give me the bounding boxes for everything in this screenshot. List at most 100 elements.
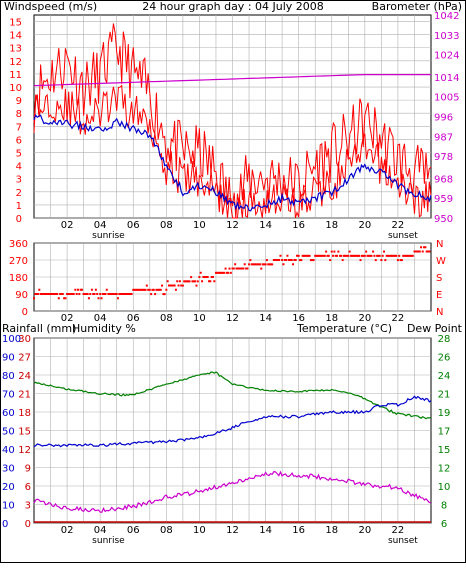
direction-point — [214, 271, 217, 274]
direction-point — [41, 293, 44, 295]
direction-point — [114, 293, 117, 295]
direction-point — [297, 254, 300, 257]
direction-point — [267, 263, 270, 266]
direction-point — [143, 288, 146, 291]
direction-point — [264, 263, 267, 266]
barometer-y-tick-label: 1005 — [434, 93, 459, 104]
direction-point — [66, 293, 69, 295]
direction-y-tick-label: 0 — [22, 307, 28, 318]
direction-point — [388, 254, 391, 257]
direction-point — [238, 267, 241, 270]
direction-point — [70, 293, 73, 295]
direction-point — [93, 293, 96, 295]
direction-point — [342, 254, 345, 257]
direction-point — [104, 293, 107, 295]
direction-point — [151, 288, 154, 291]
direction-point — [223, 271, 226, 274]
wind-panel-x-tick-label: 20 — [358, 220, 371, 231]
direction-point — [265, 259, 268, 262]
direction-point — [192, 280, 195, 283]
direction-point — [349, 254, 352, 257]
direction-point — [72, 293, 75, 295]
direction-point — [268, 263, 271, 266]
direction-point — [111, 293, 114, 295]
direction-point — [347, 254, 350, 257]
direction-point — [398, 254, 401, 257]
temperature-y-tick-label: 28 — [438, 334, 451, 345]
direction-point — [121, 293, 124, 295]
graph-title: 24 hour graph day : 04 July 2008 — [142, 0, 324, 13]
direction-point — [209, 280, 212, 283]
direction-point — [332, 254, 335, 257]
direction-point — [325, 250, 328, 253]
dew-point-label: Dew Point — [407, 322, 463, 335]
direction-point — [348, 250, 351, 253]
direction-point — [235, 267, 238, 270]
temperature-label: Temperature (°C) — [296, 322, 392, 335]
direction-point — [63, 297, 66, 300]
direction-point — [248, 263, 251, 266]
direction-point — [253, 263, 256, 266]
wind-y-tick-label: 15 — [9, 18, 22, 29]
direction-point — [166, 280, 169, 283]
dew-point-series-line — [33, 395, 432, 448]
direction-point — [326, 254, 329, 257]
temp-panel-x-tick-label: 16 — [292, 525, 305, 536]
direction-point — [286, 254, 289, 257]
direction-point — [103, 293, 106, 295]
direction-point — [46, 293, 49, 295]
direction-point — [162, 293, 165, 296]
wind-panel-x-tick-label: 08 — [160, 220, 173, 231]
humidity-y-tick-label: 30 — [2, 464, 15, 475]
direction-point — [257, 263, 260, 266]
wind-y-tick-label: 14 — [9, 31, 22, 42]
direction-point — [74, 288, 77, 291]
direction-point — [360, 254, 363, 257]
wind-panel-x-tick-label: 04 — [94, 220, 107, 231]
direction-point — [345, 254, 348, 257]
direction-point — [205, 276, 208, 278]
direction-point — [411, 254, 414, 257]
direction-point — [236, 267, 239, 270]
temp-panel-x-tick-label: 14 — [259, 525, 272, 536]
direction-point — [177, 284, 180, 287]
wind-barometer-panel: 0123456789101112131415950959968978987996… — [9, 11, 459, 241]
direction-point — [333, 250, 336, 253]
direction-point — [35, 293, 38, 295]
direction-point — [213, 280, 216, 283]
humidity-y-tick-label: 100 — [2, 334, 21, 345]
direction-point — [110, 293, 113, 295]
direction-point — [196, 280, 199, 283]
direction-point — [423, 246, 426, 249]
direction-point — [274, 259, 277, 261]
direction-point — [386, 254, 389, 257]
direction-point — [118, 293, 121, 295]
direction-point — [174, 288, 177, 291]
direction-y-tick-label: 270 — [9, 256, 28, 267]
temperature-series-line — [33, 371, 432, 420]
wind-y-tick-label: 2 — [16, 188, 22, 199]
direction-point — [39, 293, 42, 295]
barometer-y-tick-label: 968 — [434, 174, 453, 185]
temperature-y-tick-label: 10 — [438, 482, 451, 493]
direction-panel-x-tick-label: 04 — [94, 313, 107, 324]
humidity-y-tick-label: 90 — [2, 353, 15, 364]
wind-panel-x-tick-label: 14 — [259, 220, 272, 231]
humidity-y-tick-label: 10 — [2, 501, 15, 512]
wind-y-tick-label: 3 — [16, 175, 22, 186]
direction-point — [304, 254, 307, 257]
direction-point — [89, 293, 92, 295]
direction-point — [217, 271, 220, 274]
direction-point — [307, 254, 310, 257]
direction-point — [201, 280, 204, 283]
wind-y-tick-label: 5 — [16, 149, 22, 160]
direction-point — [125, 293, 128, 295]
temp-panel-x-tick-label: 10 — [193, 525, 206, 536]
direction-point — [262, 263, 265, 266]
direction-point — [370, 254, 373, 257]
direction-point — [278, 259, 281, 261]
temperature-y-tick-label: 21 — [438, 390, 451, 401]
direction-point — [163, 293, 166, 296]
direction-point — [185, 280, 188, 283]
direction-point — [336, 254, 339, 257]
